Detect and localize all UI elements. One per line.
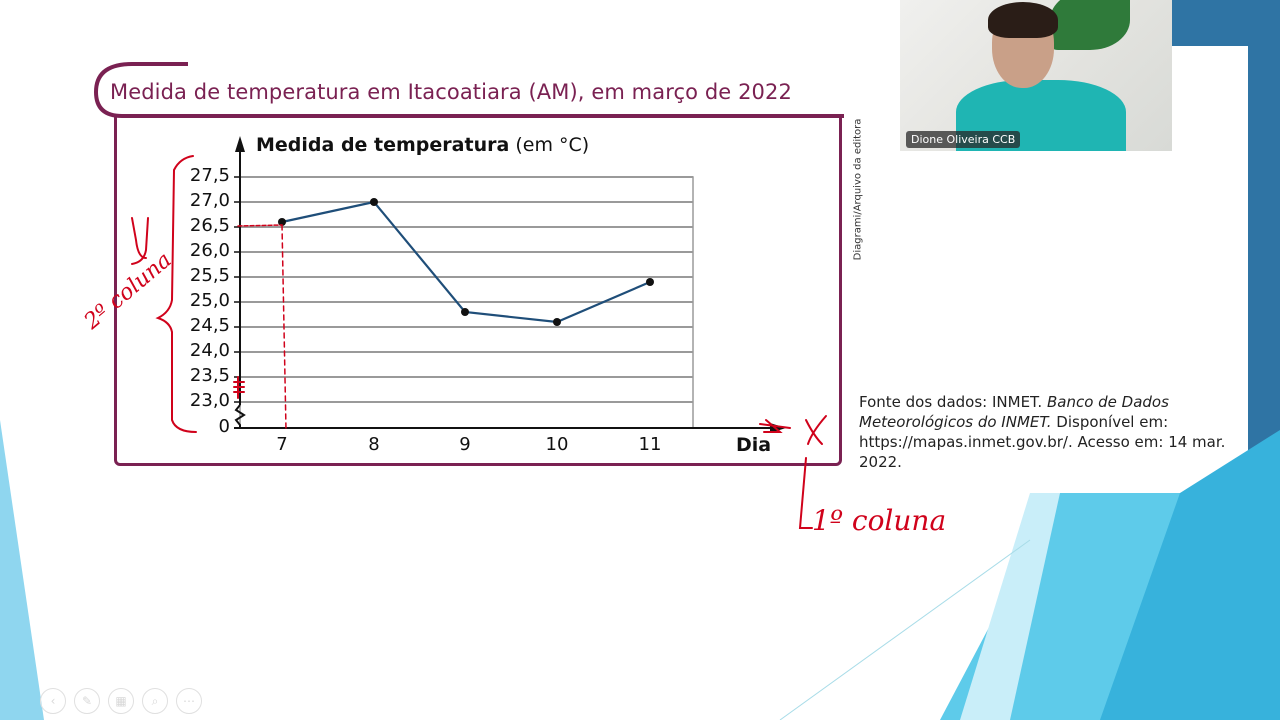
more-icon[interactable]: ⋯ bbox=[176, 688, 202, 714]
webcam-video: Dione Oliveira CCB bbox=[900, 0, 1172, 151]
y-tick-label: 24,0 bbox=[189, 340, 230, 361]
y-tick-label: 24,5 bbox=[189, 315, 230, 336]
data-point bbox=[278, 218, 286, 226]
temperature-line bbox=[281, 200, 651, 324]
x-tick-label: 7 bbox=[276, 434, 288, 455]
y-axis-title: Medida de temperatura (em °C) bbox=[256, 134, 590, 156]
chart-frame bbox=[114, 114, 842, 466]
presenter-name: Dione Oliveira CCB bbox=[906, 131, 1021, 148]
slideshow-controls: ‹ ✎ ▦ ⌕ ⋯ bbox=[40, 688, 202, 714]
data-point bbox=[646, 278, 654, 286]
x-tick-label: 11 bbox=[638, 434, 662, 455]
y-tick-label: 27,5 bbox=[189, 165, 230, 186]
data-point bbox=[553, 318, 561, 326]
image-credit: Diagrami/Arquivo da editora bbox=[852, 118, 864, 261]
y-tick-label: 25,5 bbox=[189, 265, 230, 286]
data-point bbox=[370, 198, 378, 206]
y-tick-label: 26,0 bbox=[189, 240, 230, 261]
x-tick-label: 10 bbox=[545, 434, 569, 455]
slides-icon[interactable]: ▦ bbox=[108, 688, 134, 714]
chart-title-box: Medida de temperatura em Itacoatiara (AM… bbox=[92, 62, 844, 118]
y-tick-label: 0 bbox=[218, 416, 230, 437]
data-source: Fonte dos dados: INMET. Banco de Dados M… bbox=[859, 393, 1226, 471]
pen-icon[interactable]: ✎ bbox=[74, 688, 100, 714]
x-axis-title: Dia bbox=[736, 434, 772, 456]
chart-title: Medida de temperatura em Itacoatiara (AM… bbox=[110, 80, 792, 104]
x-tick-label: 8 bbox=[368, 434, 380, 455]
zoom-icon[interactable]: ⌕ bbox=[142, 688, 168, 714]
y-tick-label: 23,5 bbox=[189, 365, 230, 386]
title-bracket bbox=[93, 62, 844, 118]
y-tick-label: 26,5 bbox=[189, 215, 230, 236]
x-tick-label: 9 bbox=[459, 434, 471, 455]
data-point bbox=[461, 308, 469, 316]
plant-image bbox=[1050, 0, 1130, 50]
y-tick-label: 23,0 bbox=[189, 390, 230, 411]
y-tick-label: 27,0 bbox=[189, 190, 230, 211]
y-tick-label: 25,0 bbox=[189, 290, 230, 311]
presenter-hair bbox=[988, 2, 1058, 38]
back-icon[interactable]: ‹ bbox=[40, 688, 66, 714]
